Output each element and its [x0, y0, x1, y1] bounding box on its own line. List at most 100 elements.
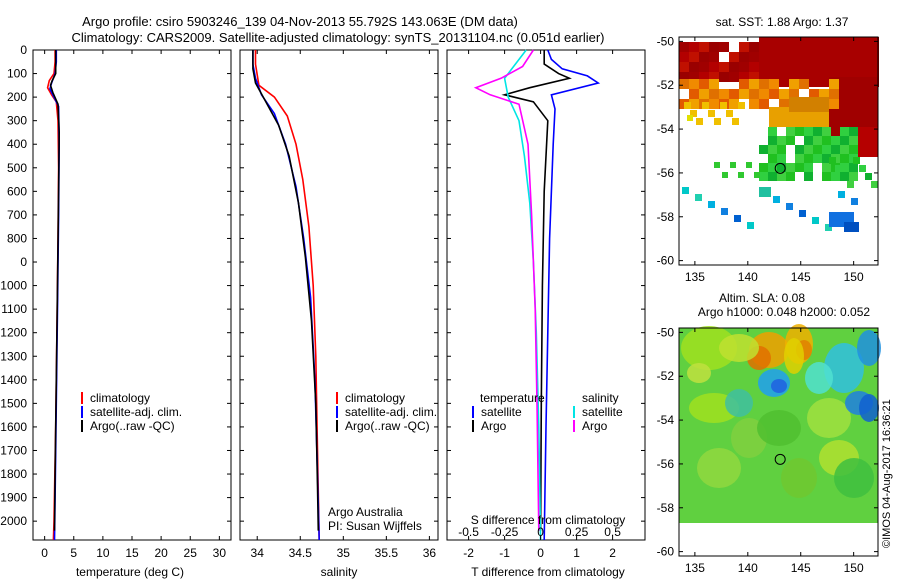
s-diff-tick-label: 0.25: [565, 525, 589, 539]
map-cell: [746, 162, 752, 168]
map-cell: [822, 127, 831, 136]
sla-anomaly-blob: [697, 448, 741, 488]
map-cell: [749, 89, 759, 99]
y-tick-label: 600: [7, 184, 27, 198]
map-cell: [729, 89, 739, 99]
map-y-tick-label: -54: [657, 413, 675, 427]
salinity-series-group: [253, 50, 319, 540]
map-cell: [804, 154, 813, 163]
map-cell: [759, 89, 769, 99]
map-cell: [804, 145, 813, 154]
y-tick-label: 500: [7, 161, 27, 175]
sla-map-title-line2: Argo h1000: 0.048 h2000: 0.052: [698, 305, 870, 319]
difference-top-title: S difference from climatology: [471, 513, 626, 527]
map-cell: [777, 145, 786, 154]
legend-label-argo: Argo(..raw -QC): [345, 419, 430, 433]
sla-anomaly-blob: [771, 379, 787, 393]
map-y-tick-label: -52: [657, 78, 675, 92]
map-cell: [699, 42, 709, 52]
map-cell: [689, 62, 699, 72]
y-tick-label: 100: [7, 67, 27, 81]
map-cell: [829, 79, 839, 89]
legend-label-sal-argo: Argo: [582, 419, 608, 433]
y-tick-label: 1100: [1, 302, 27, 316]
map-cell: [759, 163, 768, 172]
y-tick-label: 1800: [0, 467, 27, 481]
map-cell: [687, 115, 693, 121]
map-cell: [759, 99, 769, 109]
map-cell: [709, 42, 719, 52]
map-cell: [679, 52, 689, 62]
y-tick-label: 1900: [0, 491, 27, 505]
sst-map-title: sat. SST: 1.88 Argo: 1.37: [716, 15, 849, 29]
map-cell: [759, 172, 768, 181]
sla-anomaly-blob: [807, 398, 851, 438]
salinity-panel-frame: [240, 50, 438, 540]
map-cell: [714, 162, 720, 168]
map-y-tick-label: -56: [657, 457, 675, 471]
legend-label-argo: Argo(..raw -QC): [90, 419, 175, 433]
map-cell: [822, 172, 831, 181]
x-tick-label: 35: [337, 546, 351, 560]
map-cell: [865, 173, 872, 180]
map-cell: [841, 173, 848, 180]
temperature-series-group: [48, 50, 60, 540]
y-tick-label: 400: [7, 137, 27, 151]
map-cell: [851, 198, 858, 205]
legend-label-climatology: climatology: [90, 391, 150, 405]
map-cell: [759, 187, 771, 197]
series-line-temperature-satellite: [544, 50, 598, 540]
map-cell: [729, 72, 739, 82]
map-cell: [729, 99, 739, 109]
map-cell: [813, 145, 822, 154]
difference-series-group: [476, 50, 598, 540]
map-cell: [708, 110, 715, 117]
x-tick-label: 35.5: [375, 546, 399, 560]
legend-header-temperature: temperature: [480, 391, 545, 405]
map-cell: [847, 181, 854, 188]
map-cell: [689, 89, 699, 99]
map-cell: [726, 110, 733, 117]
map-cell: [769, 79, 779, 89]
map-cell: [769, 89, 779, 99]
map-cell: [840, 136, 849, 145]
map-cell: [849, 127, 858, 136]
x-tick-label: 5: [70, 546, 77, 560]
map-cell: [795, 154, 804, 163]
map-cell: [702, 102, 709, 109]
map-y-tick-label: -58: [657, 501, 675, 515]
sla-anomaly-blob: [781, 458, 817, 498]
x-tick-label: 2: [609, 546, 616, 560]
map-cell: [804, 127, 813, 136]
y-tick-label: 2000: [0, 514, 27, 528]
map-cell: [813, 127, 822, 136]
sla-anomaly-blob: [834, 458, 874, 498]
map-cell: [804, 172, 813, 181]
x-tick-label: -1: [499, 546, 510, 560]
sla-anomaly-blob: [719, 334, 759, 362]
map-cell: [840, 127, 849, 136]
sla-anomaly-blob: [859, 394, 879, 422]
map-cell: [747, 222, 754, 229]
argo-profile-figure: Argo profile: csiro 5903246_139 04-Nov-2…: [0, 0, 900, 580]
x-tick-label: 36: [423, 546, 437, 560]
map-y-tick-label: -50: [657, 325, 675, 339]
map-cell: [720, 102, 727, 109]
map-cell: [840, 145, 849, 154]
legend-label-satellite: satellite-adj. clim.: [345, 405, 437, 419]
map-cell: [829, 89, 839, 99]
map-cell: [786, 127, 795, 136]
map-cell: [777, 154, 786, 163]
map-cell: [719, 89, 729, 99]
map-cell: [738, 172, 744, 178]
series-line-argo-raw-qc-: [253, 50, 318, 531]
map-cell: [795, 163, 804, 172]
y-tick-label: 1200: [0, 326, 27, 340]
legend-label-temp-argo: Argo: [481, 419, 507, 433]
map-y-tick-label: -60: [657, 545, 675, 559]
figure-title-line2: Climatology: CARS2009. Satellite-adjuste…: [71, 30, 604, 45]
y-tick-label: 1000: [0, 279, 27, 293]
map-cell: [871, 181, 878, 188]
map-cell: [739, 62, 749, 72]
x-tick-label: 25: [184, 546, 198, 560]
